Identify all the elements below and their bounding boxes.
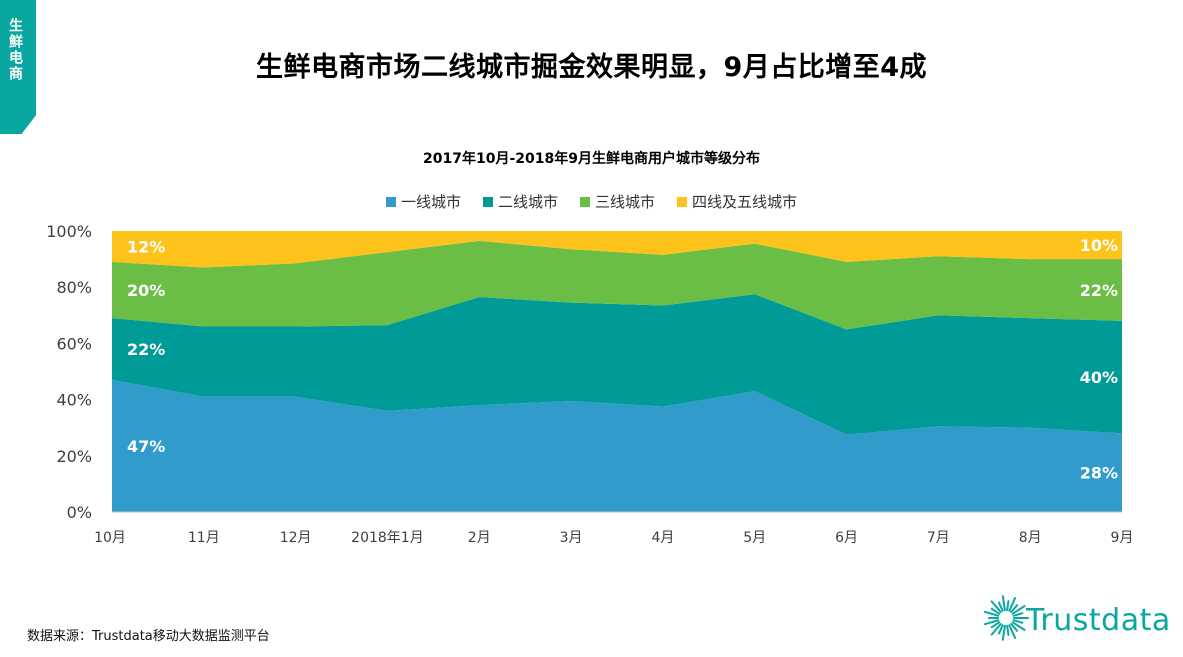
x-tick-label: 2018年1月 — [351, 530, 424, 546]
logo-ray — [1012, 619, 1024, 624]
x-tick-label: 2月 — [468, 530, 491, 546]
y-tick-label: 100% — [46, 222, 92, 241]
logo-ray — [990, 621, 1001, 629]
logo-ray — [983, 619, 1000, 626]
logo-ray — [1001, 624, 1006, 641]
legend-item-tier45: 四线及五线城市 — [677, 191, 797, 212]
data-label: 40% — [1080, 368, 1118, 387]
chart-title: 2017年10月-2018年9月生鲜电商用户城市等级分布 — [423, 151, 760, 167]
area-series-3 — [112, 240, 1122, 330]
logo-ray — [1008, 596, 1017, 612]
page-title: 生鲜电商市场二线城市掘金效果明显，9月占比增至4成 — [255, 52, 928, 83]
logo-ray — [990, 600, 1002, 613]
area-series-4 — [112, 231, 1122, 268]
logo-ray — [1008, 624, 1017, 640]
x-tick-label: 4月 — [651, 530, 674, 546]
logo-ray — [1006, 600, 1010, 612]
x-tick-label: 6月 — [835, 530, 858, 546]
y-tick-label: 0% — [67, 503, 92, 522]
logo-ray — [1010, 623, 1019, 632]
legend-label-tier45: 四线及五线城市 — [692, 193, 798, 211]
legend-item-tier2: 二线城市 — [482, 191, 558, 212]
data-label: 47% — [127, 437, 165, 456]
y-tick-label: 20% — [56, 447, 92, 466]
logo-text: Trustdata — [1026, 603, 1171, 638]
data-label: 20% — [127, 281, 165, 300]
legend-item-tier1: 一线城市 — [385, 191, 461, 212]
logo-ray — [983, 610, 1000, 617]
area-series-2 — [112, 294, 1122, 435]
logo-ray — [1011, 605, 1026, 615]
x-tick-label: 9月 — [1111, 530, 1134, 546]
x-tick-label: 12月 — [280, 530, 312, 546]
legend-swatch-tier45 — [677, 196, 688, 207]
logo-ray — [990, 623, 1002, 636]
legend-swatch-tier1 — [385, 196, 396, 207]
legend-label-tier1: 一线城市 — [400, 193, 461, 211]
x-tick-label: 7月 — [927, 530, 950, 546]
data-source-note: 数据来源：Trustdata移动大数据监测平台 — [27, 629, 270, 644]
data-label: 12% — [127, 237, 165, 256]
legend-label-tier3: 三线城市 — [595, 193, 656, 211]
area-series-1 — [112, 379, 1122, 512]
logo-ray — [1010, 604, 1019, 613]
legend-item-tier3: 三线城市 — [580, 191, 655, 212]
legend-swatch-tier2 — [482, 196, 493, 207]
data-label: 28% — [1080, 464, 1118, 483]
y-tick-label: 60% — [56, 334, 92, 353]
logo-ray — [1006, 624, 1010, 636]
x-tick-label: 3月 — [560, 530, 583, 546]
x-tick-label: 10月 — [94, 530, 126, 546]
section-badge — [0, 0, 36, 134]
logo-ray — [997, 601, 1004, 612]
x-tick-label: 5月 — [743, 530, 766, 546]
logo-ray — [990, 607, 1001, 615]
trustdata-logo: Trustdata — [982, 585, 1172, 651]
data-label: 22% — [127, 340, 165, 359]
section-badge-label: 生鲜电商 — [7, 18, 23, 82]
x-tick-label: 8月 — [1019, 530, 1042, 546]
legend-swatch-tier3 — [580, 196, 590, 207]
x-tick-label: 11月 — [188, 530, 220, 546]
logo-ray — [1011, 621, 1026, 631]
data-label: 22% — [1080, 281, 1118, 300]
logo-ray — [1012, 612, 1024, 617]
sunburst-logo-icon — [983, 595, 1029, 641]
chart-legend: 一线城市 二线城市 三线城市 四线及五线城市 — [0, 191, 1183, 212]
y-tick-label: 80% — [56, 278, 92, 297]
data-label: 10% — [1080, 236, 1118, 255]
logo-ray — [997, 624, 1004, 635]
y-tick-label: 40% — [56, 391, 92, 410]
logo-ray — [1001, 595, 1006, 612]
legend-label-tier2: 二线城市 — [497, 193, 558, 211]
